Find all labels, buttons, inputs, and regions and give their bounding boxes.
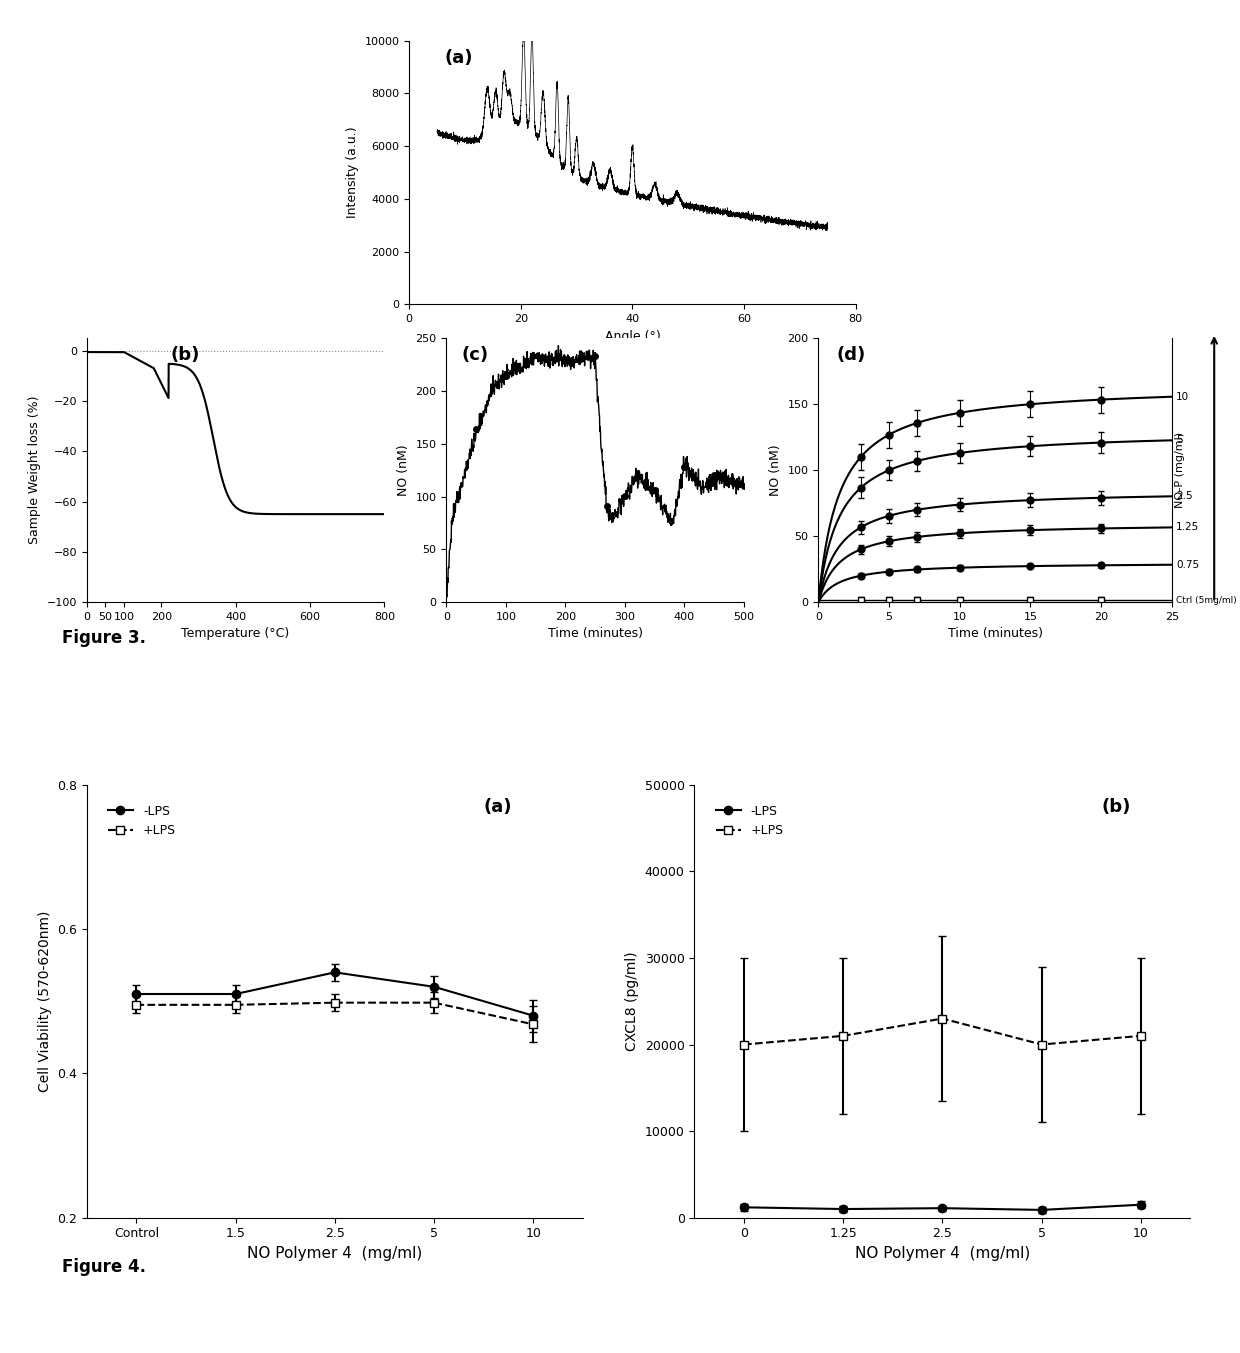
Text: (b): (b) [1101,798,1131,816]
X-axis label: Time (minutes): Time (minutes) [548,628,642,640]
Text: (a): (a) [484,798,512,816]
X-axis label: Temperature (°C): Temperature (°C) [181,628,290,640]
Text: Ctrl (5mg/ml): Ctrl (5mg/ml) [1176,595,1236,605]
Legend: -LPS, +LPS: -LPS, +LPS [711,800,789,842]
Text: (a): (a) [445,49,474,66]
Y-axis label: CXCL8 (pg/ml): CXCL8 (pg/ml) [625,951,639,1051]
Text: Figure 3.: Figure 3. [62,629,146,647]
Y-axis label: Sample Weight loss (%): Sample Weight loss (%) [29,396,41,544]
Y-axis label: Intensity (a.u.): Intensity (a.u.) [346,127,358,218]
Text: 0.75: 0.75 [1176,560,1199,570]
X-axis label: NO Polymer 4  (mg/ml): NO Polymer 4 (mg/ml) [247,1246,423,1261]
Text: (b): (b) [170,346,200,364]
Text: 1.25: 1.25 [1176,522,1199,533]
Y-axis label: Cell Viability (570-620nm): Cell Viability (570-620nm) [37,911,52,1092]
Text: Figure 4.: Figure 4. [62,1258,146,1276]
Y-axis label: NO (nM): NO (nM) [769,444,782,497]
X-axis label: Angle (°): Angle (°) [605,330,660,342]
Y-axis label: NO-P (mg/ml): NO-P (mg/ml) [1174,432,1184,509]
Text: 2.5: 2.5 [1176,491,1193,502]
X-axis label: Time (minutes): Time (minutes) [947,628,1043,640]
Legend: -LPS, +LPS: -LPS, +LPS [103,800,181,842]
Text: (c): (c) [461,346,489,364]
Text: 5: 5 [1176,436,1183,445]
Text: (d): (d) [836,346,866,364]
Text: 10: 10 [1176,392,1189,402]
X-axis label: NO Polymer 4  (mg/ml): NO Polymer 4 (mg/ml) [854,1246,1030,1261]
Y-axis label: NO (nM): NO (nM) [397,444,410,497]
